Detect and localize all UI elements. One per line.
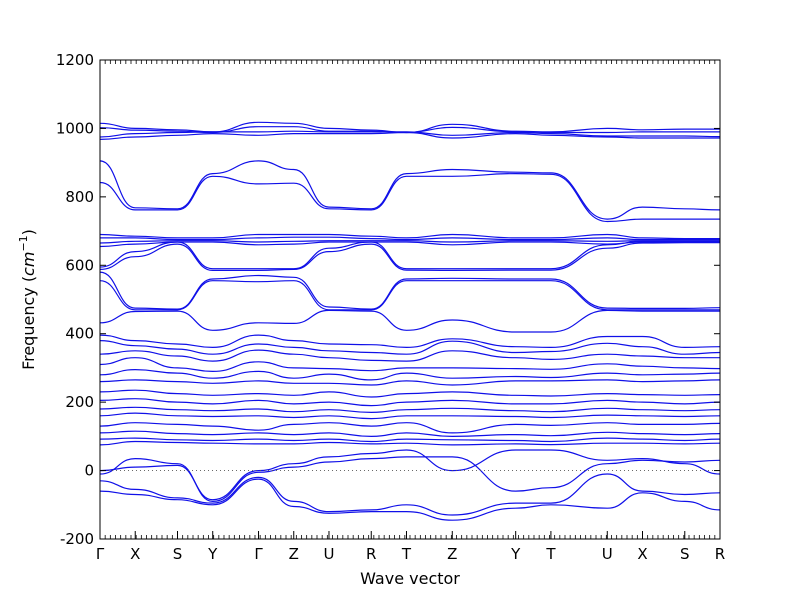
- y-tick-label: 200: [65, 393, 94, 411]
- band-line-11: [99, 240, 720, 270]
- y-tick-label: 1200: [56, 51, 94, 69]
- x-tick-label: Y: [207, 545, 218, 563]
- axis-ticks: [99, 59, 721, 540]
- x-tick-label: Y: [510, 545, 521, 563]
- y-tick-label: 800: [65, 188, 94, 206]
- x-tick-label: U: [602, 545, 613, 563]
- band-line-23: [99, 398, 721, 407]
- band-line-17: [99, 340, 721, 355]
- x-tick-label: Z: [447, 545, 457, 563]
- band-line-33: [99, 478, 721, 521]
- band-line-18: [99, 349, 721, 362]
- y-tick-labels: -200 0 200 400 600 800 1000 1200: [56, 51, 94, 548]
- band-line-3: [99, 130, 721, 138]
- band-line-25: [99, 412, 721, 420]
- band-line-20: [99, 368, 721, 381]
- band-line-27: [99, 430, 721, 438]
- band-line-13: [99, 271, 721, 310]
- band-line-4: [99, 131, 720, 140]
- x-tick-label: X: [637, 545, 647, 563]
- x-tick-label: X: [130, 545, 140, 563]
- band-line-6: [99, 172, 720, 223]
- x-tick-label: R: [715, 545, 725, 563]
- band-line-5: [99, 160, 721, 220]
- band-line-7: [99, 233, 720, 240]
- x-tick-label: U: [323, 545, 334, 563]
- y-axis-title-close: ): [19, 229, 38, 235]
- x-tick-label: R: [366, 545, 376, 563]
- band-line-26: [99, 422, 721, 434]
- x-tick-label: T: [545, 545, 556, 563]
- y-axis-title-exponent: −1: [17, 235, 30, 251]
- band-line-14: [99, 280, 720, 311]
- band-line-12: [99, 242, 720, 272]
- band-line-19: [99, 357, 721, 373]
- band-line-21: [99, 379, 721, 386]
- y-tick-label: 0: [84, 462, 94, 480]
- y-tick-label: 400: [65, 325, 94, 343]
- band-line-29: [99, 440, 721, 446]
- y-tick-label: -200: [60, 530, 94, 548]
- band-line-22: [99, 389, 721, 398]
- x-tick-label: Γ: [96, 545, 105, 563]
- band-line-16: [99, 334, 721, 349]
- phonon-bands: [99, 121, 721, 521]
- y-axis-title: Frequency (cm−1): [17, 229, 38, 370]
- y-tick-label: 1000: [56, 119, 94, 137]
- x-tick-label: Z: [289, 545, 299, 563]
- x-axis-title: Wave vector: [360, 569, 460, 588]
- x-tick-label: S: [173, 545, 183, 563]
- band-line-15: [99, 309, 720, 333]
- band-line-32: [99, 473, 721, 516]
- y-tick-label: 600: [65, 256, 94, 274]
- band-line-31: [99, 456, 721, 503]
- y-axis-title-unit: cm: [19, 252, 38, 276]
- x-tick-label: T: [401, 545, 412, 563]
- x-tick-label: S: [680, 545, 690, 563]
- band-line-24: [99, 406, 721, 414]
- x-tick-label: Γ: [254, 545, 263, 563]
- y-axis-title-text: Frequency (: [19, 276, 38, 370]
- band-line-8: [99, 236, 720, 241]
- band-line-1: [99, 121, 720, 134]
- band-line-9: [99, 240, 720, 244]
- band-line-28: [99, 437, 721, 443]
